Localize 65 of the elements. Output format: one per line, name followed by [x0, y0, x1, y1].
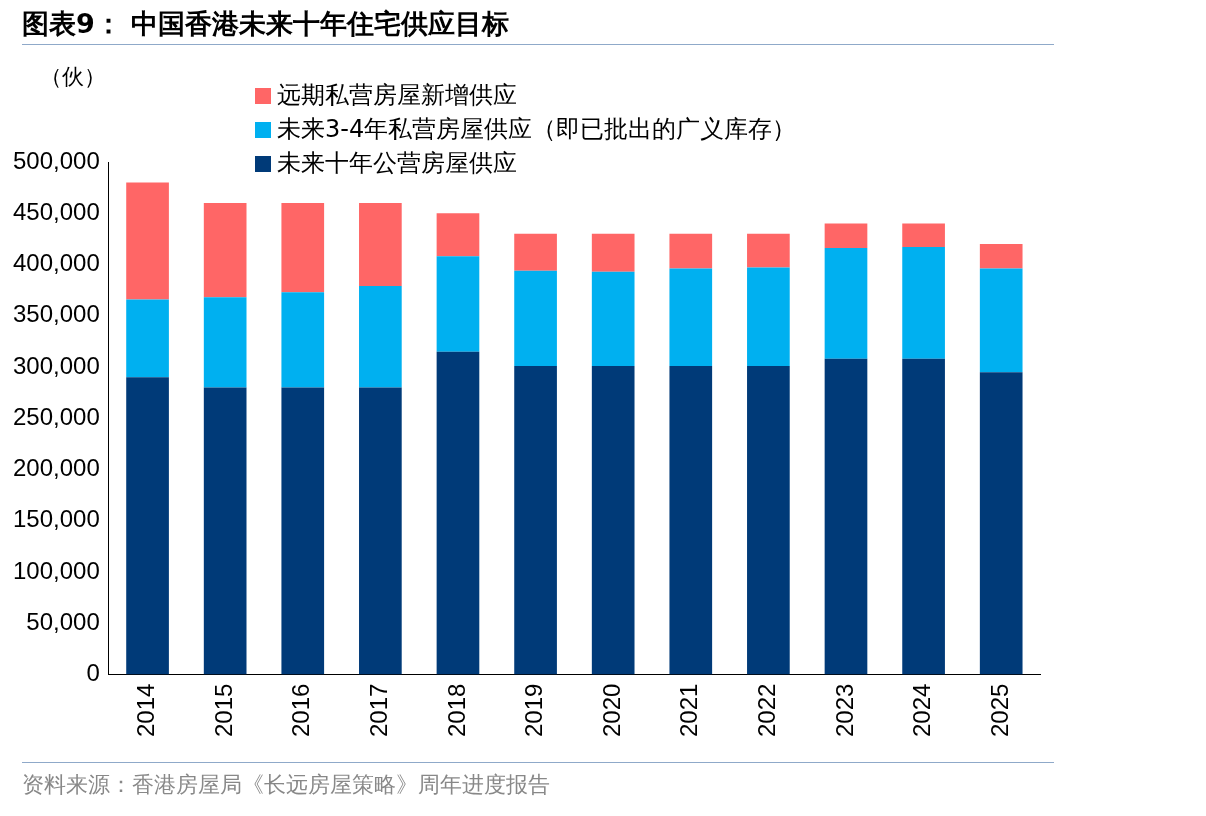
y-tick-label: 250,000 — [12, 402, 100, 430]
y-tick-label: 0 — [86, 659, 100, 687]
bar — [514, 270, 557, 367]
bar — [203, 297, 247, 388]
y-axis-title: （伙） — [40, 63, 106, 91]
bar — [514, 366, 557, 675]
bar — [902, 247, 945, 359]
chart-title: 图表9： 中国香港未来十年住宅供应目标 — [22, 7, 510, 41]
bar — [591, 233, 635, 272]
bar — [359, 387, 402, 675]
x-tick-label: 2015 — [209, 683, 237, 737]
x-tick-label: 2016 — [287, 683, 315, 737]
y-tick-label: 300,000 — [12, 351, 100, 379]
bar — [203, 203, 247, 298]
bar — [591, 271, 635, 367]
y-tick-label: 200,000 — [12, 454, 100, 482]
x-tick-label: 2023 — [830, 683, 858, 737]
bar — [979, 244, 1023, 269]
x-tick-label: 2024 — [908, 683, 936, 737]
bar — [203, 387, 247, 675]
text: 资料来源：香港房屋局《长远房屋策略》周年进度报告 — [22, 771, 550, 799]
bar — [281, 292, 325, 388]
bar — [979, 372, 1023, 675]
y-tick-label: 500,000 — [12, 146, 100, 174]
x-tick-label: 2022 — [753, 683, 781, 737]
bar — [359, 286, 402, 388]
legend-label: 未来3-4年私营房屋供应（即已批出的广义库存） — [276, 114, 797, 145]
y-tick-label: 100,000 — [12, 556, 100, 584]
bar — [669, 366, 713, 675]
bar — [824, 358, 868, 675]
bar — [126, 377, 169, 675]
y-tick-label: 400,000 — [12, 249, 100, 277]
y-tick-label: 350,000 — [12, 300, 100, 328]
bar — [747, 233, 790, 268]
x-tick-label: 2018 — [442, 683, 470, 737]
legend-label: 未来十年公营房屋供应 — [276, 148, 518, 179]
bar — [514, 233, 557, 271]
x-tick-label: 2021 — [675, 683, 703, 737]
x-tick-label: 2019 — [520, 683, 548, 737]
bar — [281, 387, 325, 675]
legend-label: 远期私营房屋新增供应 — [276, 80, 518, 111]
bar — [824, 248, 868, 359]
x-tick-label: 2014 — [132, 683, 160, 737]
bar — [979, 268, 1023, 373]
bar — [436, 256, 480, 352]
bar — [281, 203, 325, 293]
y-tick-label: 450,000 — [12, 197, 100, 225]
x-tick-label: 2020 — [597, 683, 625, 737]
bar — [591, 366, 635, 675]
bar — [436, 351, 480, 675]
bar — [902, 223, 945, 248]
bar — [747, 267, 790, 367]
y-tick-label: 150,000 — [12, 505, 100, 533]
x-tick-label: 2017 — [364, 683, 392, 737]
bar — [126, 299, 169, 378]
bar — [747, 366, 790, 675]
x-tick-label: 2025 — [985, 683, 1013, 737]
bar — [669, 268, 713, 367]
bar — [902, 358, 945, 675]
bar — [126, 182, 169, 300]
y-tick-label: 50,000 — [26, 607, 100, 635]
bar — [436, 213, 480, 257]
bar — [359, 203, 402, 287]
bar — [669, 233, 713, 269]
bar — [824, 223, 868, 249]
